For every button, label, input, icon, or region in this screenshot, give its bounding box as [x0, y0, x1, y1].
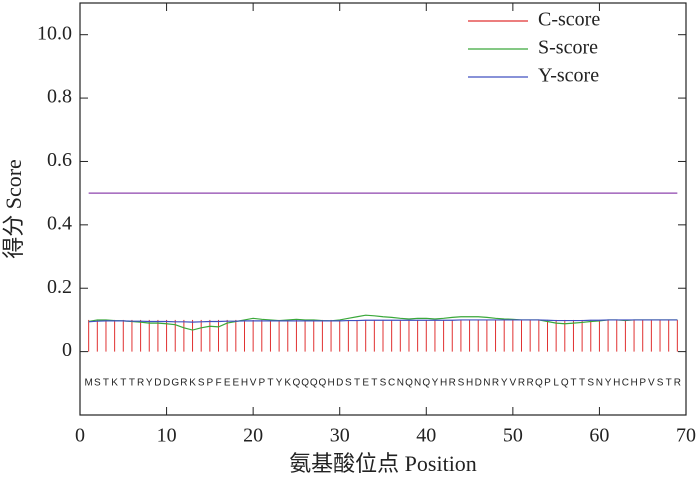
- residue-label: R: [518, 378, 525, 389]
- y-axis-label: 得分 Score: [1, 159, 26, 259]
- residue-label: T: [666, 378, 672, 389]
- residue-label: S: [94, 378, 101, 389]
- residue-label: D: [475, 378, 482, 389]
- residue-label: K: [111, 378, 118, 389]
- x-tick-label: 40: [416, 425, 436, 447]
- residue-label: Y: [605, 378, 612, 389]
- residue-label: Q: [422, 378, 430, 389]
- residue-label: P: [207, 378, 214, 389]
- residue-label: Q: [319, 378, 327, 389]
- residue-label: R: [527, 378, 534, 389]
- residue-label: D: [336, 378, 343, 389]
- residue-label: R: [449, 378, 456, 389]
- residue-label: V: [510, 378, 517, 389]
- residue-label: S: [198, 378, 205, 389]
- residue-label: T: [579, 378, 585, 389]
- x-axis-label: 氨基酸位点 Position: [289, 451, 477, 476]
- residue-label: D: [154, 378, 161, 389]
- residue-label: N: [414, 378, 421, 389]
- residue-label: E: [232, 378, 239, 389]
- residue-label: P: [544, 378, 551, 389]
- x-tick-label: 20: [243, 425, 263, 447]
- residue-label: T: [267, 378, 273, 389]
- residue-label: V: [648, 378, 655, 389]
- score-line: [88, 319, 678, 323]
- residue-label: Y: [276, 378, 283, 389]
- x-tick-label: 60: [589, 425, 609, 447]
- residue-label: Y: [501, 378, 508, 389]
- residue-label: F: [215, 378, 221, 389]
- residue-label: K: [189, 378, 196, 389]
- residue-label: H: [630, 378, 637, 389]
- residue-label: Q: [561, 378, 569, 389]
- residue-label: R: [492, 378, 499, 389]
- residue-label: E: [224, 378, 231, 389]
- x-tick-label: 50: [503, 425, 523, 447]
- residue-label: Y: [432, 378, 439, 389]
- y-tick-label: 0.6: [47, 149, 72, 171]
- residue-label: S: [587, 378, 594, 389]
- residue-label: Q: [301, 378, 309, 389]
- y-tick-label: 0.4: [47, 212, 72, 234]
- x-tick-label: 30: [330, 425, 350, 447]
- y-tick-label: 0.2: [47, 276, 72, 298]
- residue-label: M: [84, 378, 92, 389]
- x-tick-label: 0: [75, 425, 85, 447]
- residue-label: H: [241, 378, 248, 389]
- legend-label: C-score: [538, 9, 600, 31]
- plot-frame: [79, 2, 687, 416]
- residue-label: H: [440, 378, 447, 389]
- residue-label: S: [458, 378, 465, 389]
- residue-label: R: [137, 378, 144, 389]
- residue-label: S: [657, 378, 664, 389]
- residue-label: H: [613, 378, 620, 389]
- residue-label: N: [596, 378, 603, 389]
- residue-label: C: [388, 378, 395, 389]
- residue-label: G: [171, 378, 179, 389]
- x-tick-label: 10: [157, 425, 177, 447]
- residue-label: K: [284, 378, 291, 389]
- residue-label: N: [397, 378, 404, 389]
- residue-label: T: [129, 378, 135, 389]
- residue-label: R: [674, 378, 681, 389]
- residue-label: C: [622, 378, 629, 389]
- residue-label: P: [258, 378, 265, 389]
- y-tick-label: 10.0: [37, 22, 72, 44]
- residue-label: Q: [535, 378, 543, 389]
- residue-label: N: [483, 378, 490, 389]
- residue-label: E: [362, 378, 369, 389]
- score-line: [88, 314, 678, 331]
- residue-label: H: [466, 378, 473, 389]
- residue-label: T: [371, 378, 377, 389]
- legend-label: S-score: [538, 37, 598, 59]
- y-tick-label: 0.8: [47, 86, 72, 108]
- residue-label: Q: [293, 378, 301, 389]
- y-tick-label: 0: [62, 339, 72, 361]
- residue-label: T: [120, 378, 126, 389]
- residue-label: P: [639, 378, 646, 389]
- residue-label: L: [553, 378, 559, 389]
- residue-label: Q: [310, 378, 318, 389]
- residue-label: D: [163, 378, 170, 389]
- residue-label: S: [345, 378, 352, 389]
- x-tick-label: 70: [676, 425, 696, 447]
- residue-label: Q: [405, 378, 413, 389]
- residue-label: H: [327, 378, 334, 389]
- residue-label: T: [570, 378, 576, 389]
- residue-label: T: [354, 378, 360, 389]
- residue-label: S: [380, 378, 387, 389]
- residue-label: T: [103, 378, 109, 389]
- residue-label: Y: [146, 378, 153, 389]
- residue-label: V: [250, 378, 257, 389]
- legend-label: Y-score: [538, 65, 599, 87]
- residue-label: R: [180, 378, 187, 389]
